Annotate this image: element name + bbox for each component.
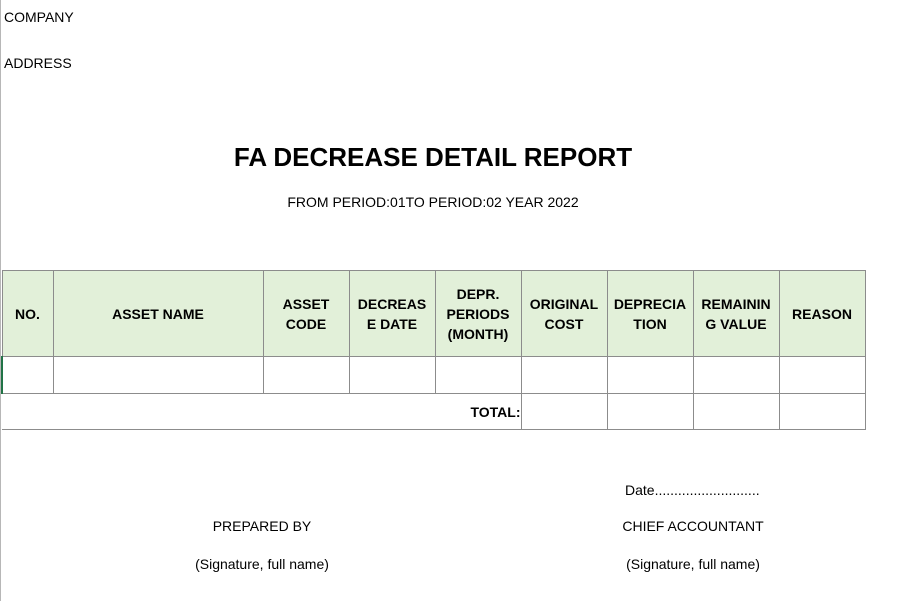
cell-depreciation[interactable] bbox=[606, 356, 694, 394]
report-table: NO. ASSET NAME ASSET CODE DECREAS E DATE… bbox=[1, 270, 866, 430]
company-label: COMPANY bbox=[4, 9, 74, 25]
total-depreciation[interactable] bbox=[606, 393, 694, 430]
total-reason[interactable] bbox=[778, 393, 866, 430]
cell-depr-periods[interactable] bbox=[434, 356, 522, 394]
column-header-no[interactable]: NO. bbox=[1, 270, 54, 357]
table-header-row: NO. ASSET NAME ASSET CODE DECREAS E DATE… bbox=[1, 270, 866, 357]
chief-accountant-label: CHIEF ACCOUNTANT bbox=[622, 518, 764, 534]
cell-original-cost[interactable] bbox=[520, 356, 608, 394]
cell-asset-code[interactable] bbox=[262, 356, 350, 394]
table-row bbox=[1, 356, 866, 394]
column-header-remaining-value[interactable]: REMAININ G VALUE bbox=[692, 270, 780, 357]
report-period: FROM PERIOD:01TO PERIOD:02 YEAR 2022 bbox=[287, 194, 579, 210]
sheet-left-border bbox=[0, 0, 1, 601]
prepared-by-signature: (Signature, full name) bbox=[195, 556, 329, 572]
date-line: Date........................... bbox=[625, 482, 760, 498]
column-header-decrease-date[interactable]: DECREAS E DATE bbox=[348, 270, 436, 357]
column-header-asset-code[interactable]: ASSET CODE bbox=[262, 270, 350, 357]
column-header-depreciation[interactable]: DEPRECIA TION bbox=[606, 270, 694, 357]
cell-decrease-date[interactable] bbox=[348, 356, 436, 394]
total-original-cost[interactable] bbox=[520, 393, 608, 430]
chief-accountant-signature: (Signature, full name) bbox=[626, 556, 760, 572]
prepared-by-label: PREPARED BY bbox=[212, 518, 312, 534]
column-header-reason[interactable]: REASON bbox=[778, 270, 866, 357]
cell-remaining-value[interactable] bbox=[692, 356, 780, 394]
column-header-depr-periods[interactable]: DEPR. PERIODS (MONTH) bbox=[434, 270, 522, 357]
total-row: TOTAL: bbox=[2, 393, 866, 430]
cell-asset-name[interactable] bbox=[52, 356, 264, 394]
cell-reason[interactable] bbox=[778, 356, 866, 394]
total-remaining-value[interactable] bbox=[692, 393, 780, 430]
column-header-asset-name[interactable]: ASSET NAME bbox=[52, 270, 264, 357]
total-label[interactable]: TOTAL: bbox=[2, 393, 522, 430]
report-title: FA DECREASE DETAIL REPORT bbox=[233, 142, 633, 172]
column-header-original-cost[interactable]: ORIGINAL COST bbox=[520, 270, 608, 357]
cell-no[interactable] bbox=[1, 356, 54, 394]
address-label: ADDRESS bbox=[4, 55, 72, 71]
